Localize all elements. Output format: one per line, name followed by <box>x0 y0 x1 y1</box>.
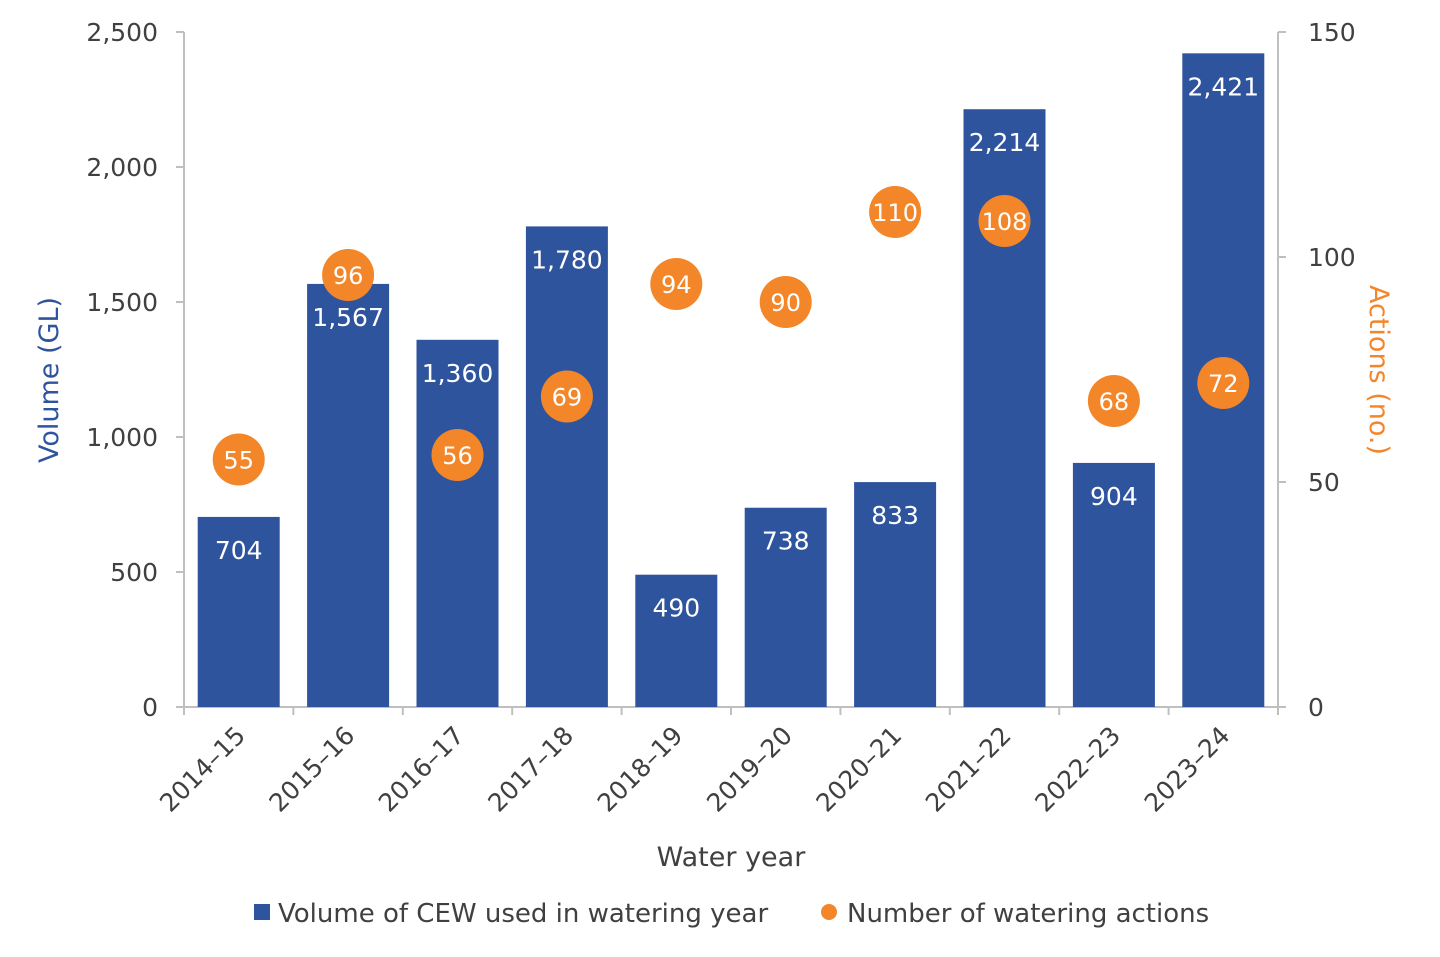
y-tick-label: 0 <box>142 693 158 722</box>
point-data-label: 90 <box>770 289 801 317</box>
x-axis-title: Water year <box>657 842 807 873</box>
bar-data-label: 490 <box>652 594 700 623</box>
y-tick-label: 1,500 <box>86 288 158 317</box>
y2-axis-title: Actions (no.) <box>1363 285 1394 455</box>
point <box>1087 375 1140 427</box>
bar-data-label: 704 <box>215 536 263 565</box>
point-data-label: 108 <box>982 208 1028 236</box>
x-tick-label: 2021–22 <box>920 721 1017 818</box>
y-tick-label: 2,500 <box>86 18 158 47</box>
bar <box>525 226 608 707</box>
bar <box>1072 462 1155 707</box>
y-tick-label: 500 <box>110 558 158 587</box>
x-tick-label: 2015–16 <box>264 721 361 818</box>
dots: 55 96 56 69 94 90 110 108 68 72 <box>212 186 1250 486</box>
legend: Volume of CEW used in watering year Numb… <box>254 899 1209 929</box>
bar-data-label: 2,421 <box>1188 72 1260 101</box>
bar-data-label: 833 <box>871 501 919 530</box>
y2-tick-label: 100 <box>1308 243 1356 272</box>
x-tick-label: 2022–23 <box>1029 721 1126 818</box>
bar <box>416 339 499 707</box>
point-data-label: 56 <box>442 442 473 470</box>
legend-bar-label: Volume of CEW used in watering year <box>278 899 768 929</box>
point <box>869 186 922 238</box>
x-tick-label: 2014–15 <box>154 721 251 818</box>
y2-tick-label: 150 <box>1308 18 1356 47</box>
bar <box>744 507 827 707</box>
bars: 704 1,567 1,360 1,780 490 738 833 2,214 904 2,421 <box>197 53 1265 708</box>
y-tick-label: 2,000 <box>86 153 158 182</box>
y2-tick-label: 50 <box>1308 468 1340 497</box>
point <box>978 195 1031 247</box>
x-tick-label: 2020–21 <box>811 721 908 818</box>
bar-data-label: 2,214 <box>969 128 1041 157</box>
point <box>540 370 593 423</box>
legend-bar-swatch <box>254 904 270 920</box>
bar <box>635 574 718 707</box>
x-tick-label: 2016–17 <box>373 721 470 818</box>
x-tick-label: 2023–24 <box>1139 721 1236 818</box>
y-tick-label: 1,000 <box>86 423 158 452</box>
point <box>431 429 484 481</box>
point <box>650 258 703 310</box>
x-tick-label: 2018–19 <box>592 721 689 818</box>
point-data-label: 68 <box>1099 388 1130 416</box>
point-data-label: 96 <box>333 262 364 290</box>
point-data-label: 69 <box>552 384 583 412</box>
legend-dot-swatch <box>821 904 837 920</box>
point-data-label: 110 <box>872 199 918 227</box>
point-data-label: 94 <box>661 271 692 299</box>
x-tick-label: 2019–20 <box>701 721 798 818</box>
point <box>1197 357 1250 409</box>
point <box>759 276 812 328</box>
bar <box>197 516 280 707</box>
point-data-label: 55 <box>223 447 254 475</box>
point-data-label: 72 <box>1208 370 1239 398</box>
bar <box>854 482 937 707</box>
bar <box>307 283 390 707</box>
point <box>212 433 265 486</box>
x-tick-label: 2017–18 <box>482 721 579 818</box>
y2-tick-label: 0 <box>1308 693 1324 722</box>
bar-data-label: 1,567 <box>312 303 384 332</box>
bar-data-label: 1,780 <box>531 245 603 274</box>
y-axis-title: Volume (GL) <box>34 297 65 463</box>
bar-data-label: 1,360 <box>422 359 494 388</box>
bar-data-label: 904 <box>1090 482 1138 511</box>
bar-data-label: 738 <box>762 527 810 556</box>
point <box>322 249 375 301</box>
legend-dot-label: Number of watering actions <box>847 899 1209 929</box>
